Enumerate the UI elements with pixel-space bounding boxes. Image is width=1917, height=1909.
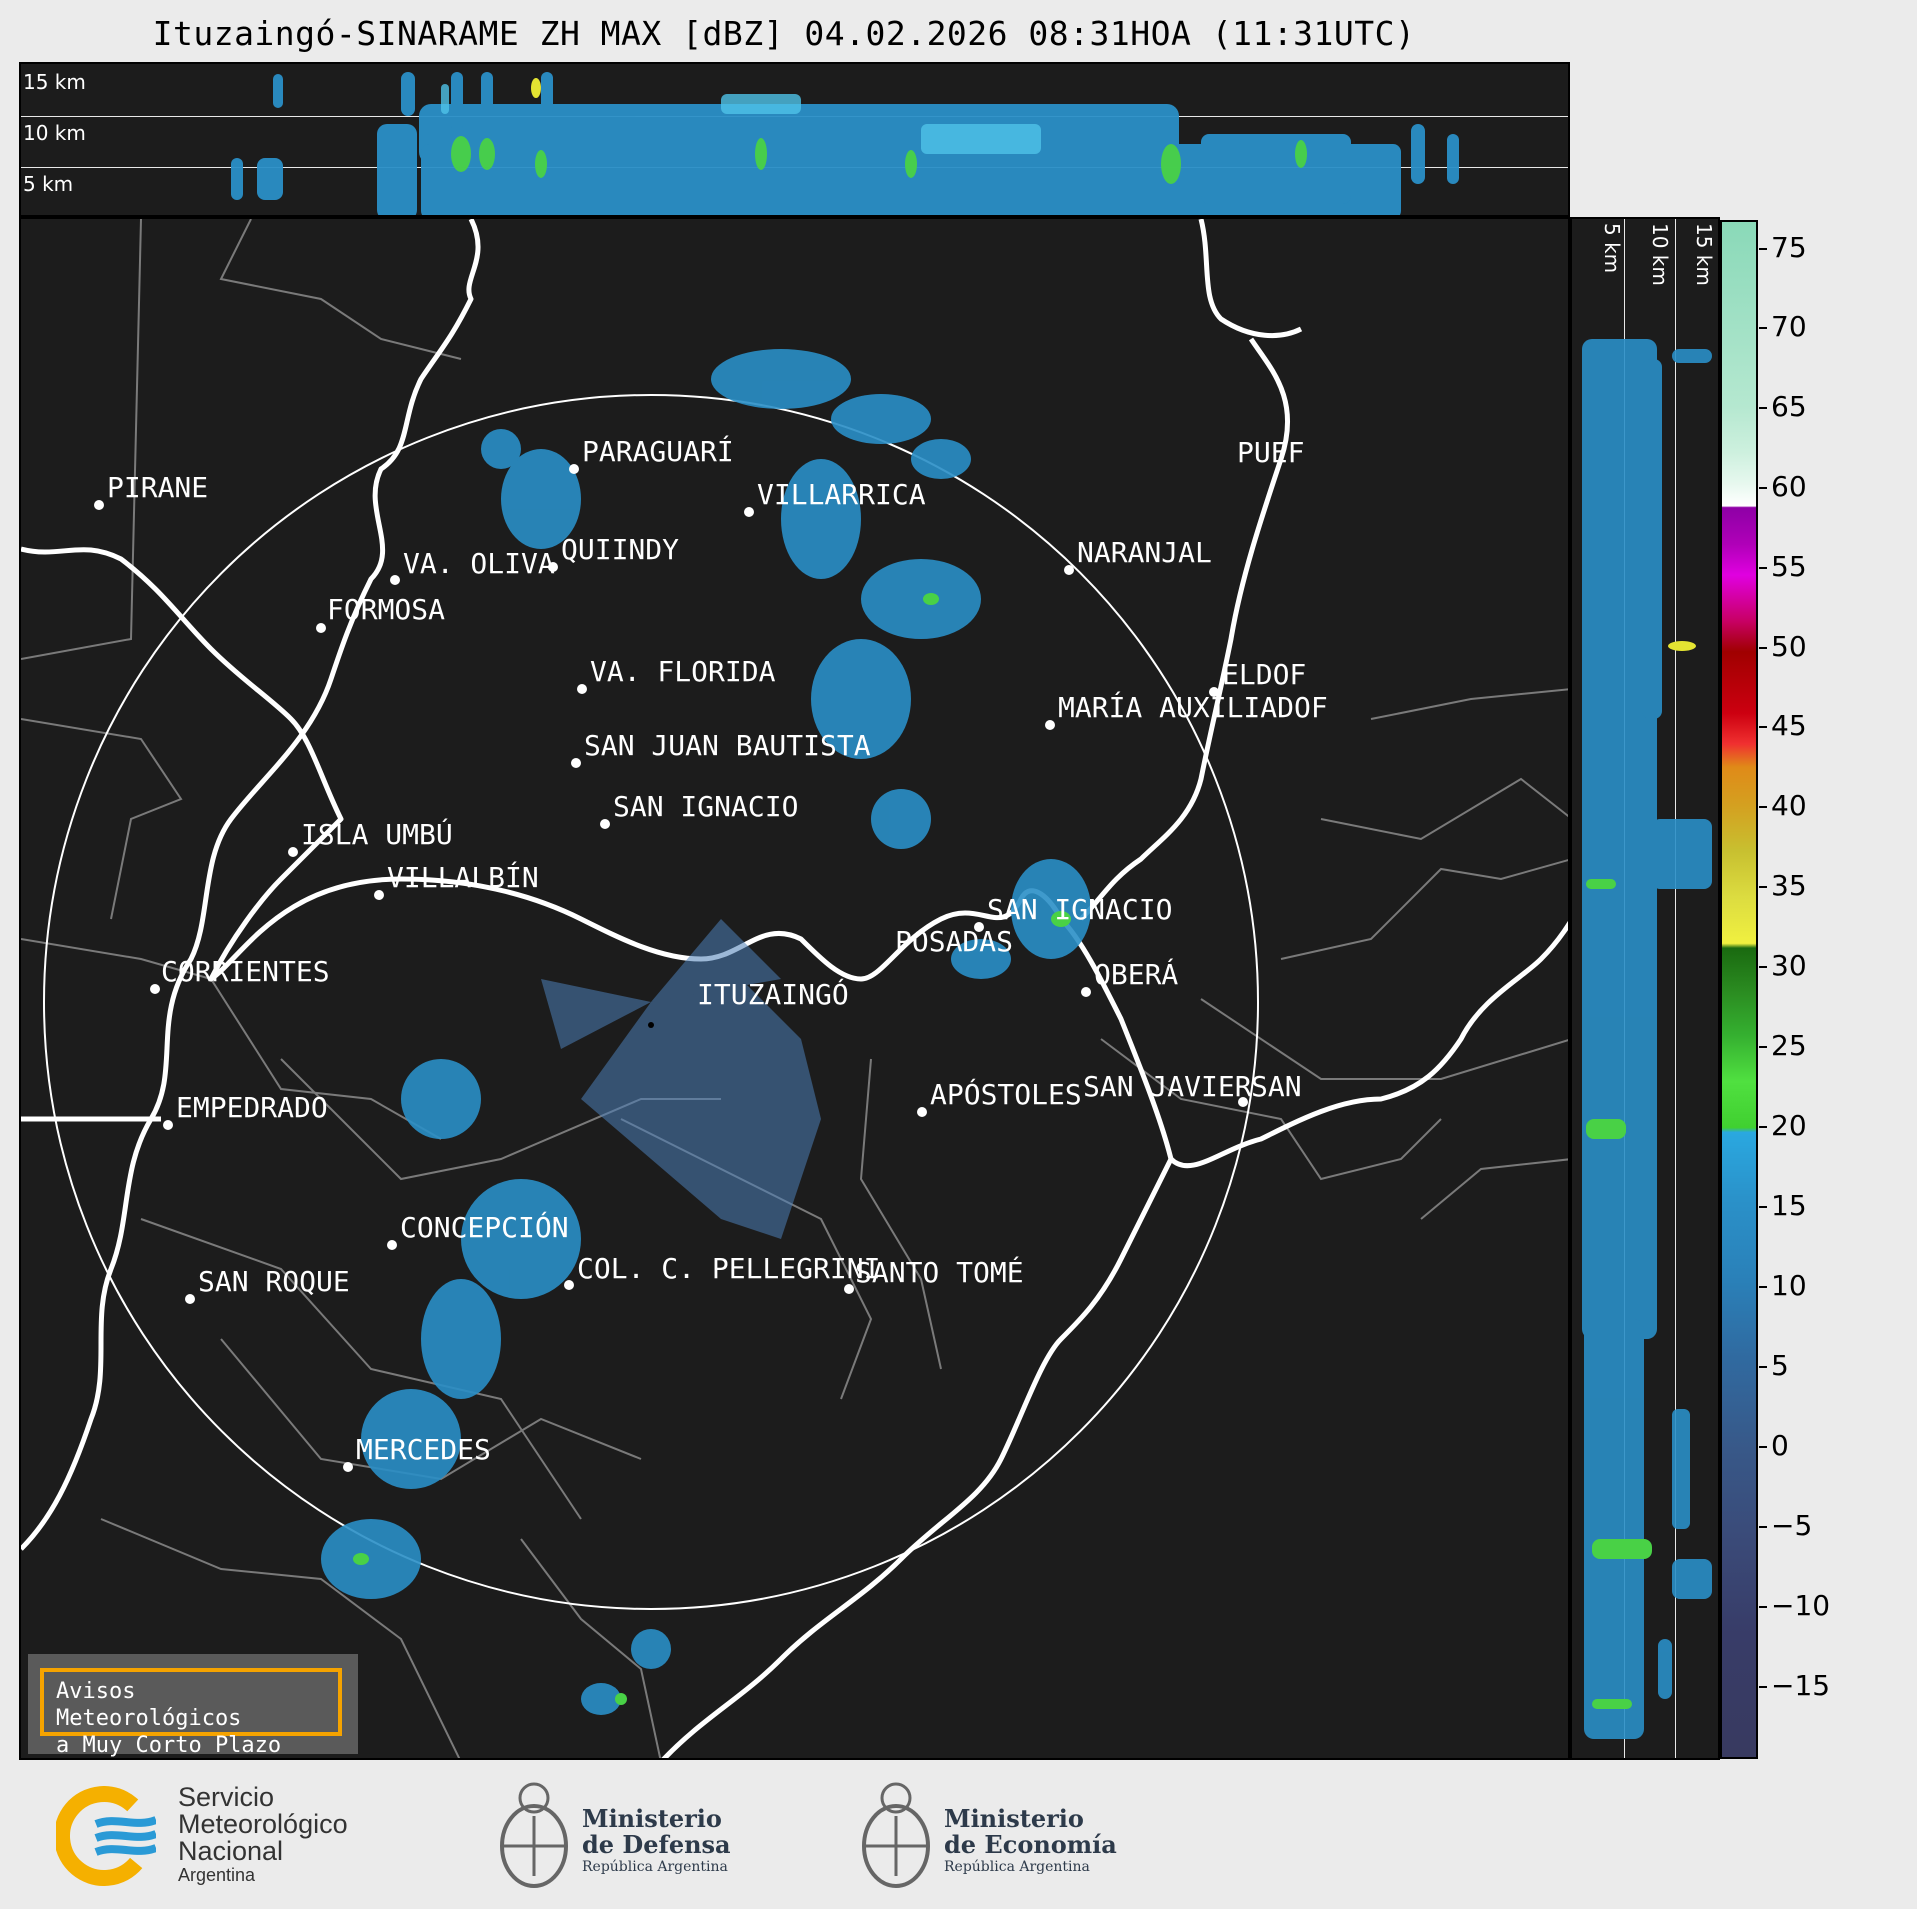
colorbar-label-20: 20 [1771,1109,1807,1142]
economia-logo-text: Ministerio de Economía República Argenti… [944,1806,1117,1876]
city-label-concepcion: CONCEPCIÓN [400,1210,569,1244]
warning-box[interactable]: Avisos Meteorológicos a Muy Corto Plazo [28,1654,358,1758]
city-label-col-c-pellegrini: COL. C. PELLEGRINI [577,1252,880,1285]
smn-logo [54,1786,158,1886]
defensa-line-3: República Argentina [582,1859,728,1875]
page-title: Ituzaingó-SINARAME ZH MAX [dBZ] 04.02.20… [152,14,1416,53]
city-label-san: SAN [1251,1070,1302,1103]
city-label-paraguari: PARAGUARÍ [582,434,734,468]
city-label-san-javier: SAN JAVIER [1083,1070,1252,1103]
smn-line-3: Nacional [178,1836,284,1866]
city-label-villalbin: VILLALBÍN [387,860,539,894]
city-label-va-oliva: VA. OLIVA [403,547,555,580]
colorbar-label-70: 70 [1771,310,1807,343]
province-borders [21,219,1568,1758]
altitude-label-v-10km: 10 km [1648,223,1672,286]
altitude-line-v-10km [1675,219,1676,1758]
colorbar-label-75: 75 [1771,231,1807,264]
colorbar-label-minus5: −5 [1771,1509,1813,1542]
city-label-posadas: POSADAS [895,925,1013,958]
city-label-corrientes: CORRIENTES [161,955,330,988]
economia-seal [856,1776,936,1894]
altitude-label-10km: 10 km [23,121,86,145]
defensa-logo-text: Ministerio de Defensa República Argentin… [582,1806,731,1876]
city-label-san-ignacio-ar: SAN IGNACIO [987,893,1172,926]
smn-logo-text: Servicio Meteorológico Nacional Argentin… [178,1782,348,1886]
colorbar-label-0: 0 [1771,1429,1789,1462]
top-cross-section-panel: 15 km 10 km 5 km [19,62,1570,217]
smn-line-4: Argentina [178,1865,256,1885]
city-label-eldof: ELDOF [1222,658,1306,691]
smn-logo-icon [54,1786,158,1886]
economia-line-1: Ministerio [944,1804,1084,1833]
colorbar-label-40: 40 [1771,789,1807,822]
economia-line-2: de Economía [944,1830,1117,1859]
smn-line-1: Servicio [178,1782,275,1812]
defensa-seal [494,1776,574,1894]
right-cross-section-panel: 5 km 10 km 15 km [1570,217,1720,1760]
colorbar-label-5: 5 [1771,1349,1789,1382]
city-label-formosa: FORMOSA [327,593,445,626]
precipitation-echoes [321,349,1091,1715]
colorbar-label-55: 55 [1771,550,1807,583]
colorbar-label-30: 30 [1771,949,1807,982]
radar-map: PIRANE PARAGUARÍ VILLARRICA QUIINDY VA. … [21,219,1568,1758]
top-cross-section-echoes [231,72,1459,215]
altitude-label-5km: 5 km [23,172,74,196]
river-borders [21,219,1568,1758]
cities: PIRANE PARAGUARÍ VILLARRICA QUIINDY VA. … [94,434,1328,1472]
colorbar-label-25: 25 [1771,1029,1807,1062]
city-label-isla-umbu: ISLA UMBÚ [301,817,453,851]
radar-map-panel[interactable]: PIRANE PARAGUARÍ VILLARRICA QUIINDY VA. … [19,217,1570,1760]
defensa-line-1: Ministerio [582,1804,722,1833]
colorbar-label-35: 35 [1771,869,1807,902]
city-label-santo-tome: SANTO TOMÉ [855,1255,1024,1289]
argentina-seal-icon [862,1782,930,1888]
city-label-va-florida: VA. FLORIDA [590,655,776,688]
colorbar-label-10: 10 [1771,1269,1807,1302]
right-cross-section-echoes [1582,339,1712,1739]
argentina-seal-icon [500,1782,568,1888]
colorbar-label-minus15: −15 [1771,1669,1831,1702]
city-label-apostoles: APÓSTOLES [930,1077,1082,1111]
radar-range-ring [43,394,1259,1610]
city-label-mercedes: MERCEDES [356,1433,491,1466]
city-label-pirane: PIRANE [107,471,208,504]
warning-box-frame: Avisos Meteorológicos a Muy Corto Plazo [40,1668,342,1758]
colorbar-label-65: 65 [1771,390,1807,423]
city-label-ituzaingo: ITUZAINGÓ [697,977,849,1011]
defensa-line-2: de Defensa [582,1830,731,1859]
city-label-maria-auxiliadof: MARÍA AUXILIADOF [1058,690,1328,724]
city-label-obera: OBERÁ [1094,957,1178,991]
city-label-san-juan-bautista: SAN JUAN BAUTISTA [584,729,871,762]
smn-line-2: Meteorológico [178,1809,348,1839]
city-label-puef: PUEF [1237,436,1304,469]
colorbar-label-45: 45 [1771,709,1807,742]
city-label-san-ignacio-py: SAN IGNACIO [613,790,798,823]
dbz-colorbar [1720,220,1758,1759]
ground-clutter [541,919,821,1239]
city-label-naranjal: NARANJAL [1077,536,1212,569]
altitude-label-v-5km: 5 km [1600,223,1624,274]
economia-line-3: República Argentina [944,1859,1090,1875]
colorbar-label-60: 60 [1771,470,1807,503]
warning-line-1: Avisos Meteorológicos [56,1679,242,1731]
city-label-villarrica: VILLARRICA [757,478,926,511]
city-label-empedrado: EMPEDRADO [176,1091,328,1124]
altitude-label-v-15km: 15 km [1692,223,1716,286]
altitude-label-15km: 15 km [23,70,86,94]
colorbar-label-50: 50 [1771,630,1807,663]
footer: Servicio Meteorológico Nacional Argentin… [0,1760,1917,1909]
warning-line-2: a Muy Corto Plazo [56,1733,282,1758]
heavier-echoes [353,593,1071,1705]
colorbar-label-minus10: −10 [1771,1589,1831,1622]
city-label-quiindy: QUIINDY [561,533,679,566]
city-label-san-roque: SAN ROQUE [198,1265,350,1298]
colorbar-label-15: 15 [1771,1189,1807,1222]
